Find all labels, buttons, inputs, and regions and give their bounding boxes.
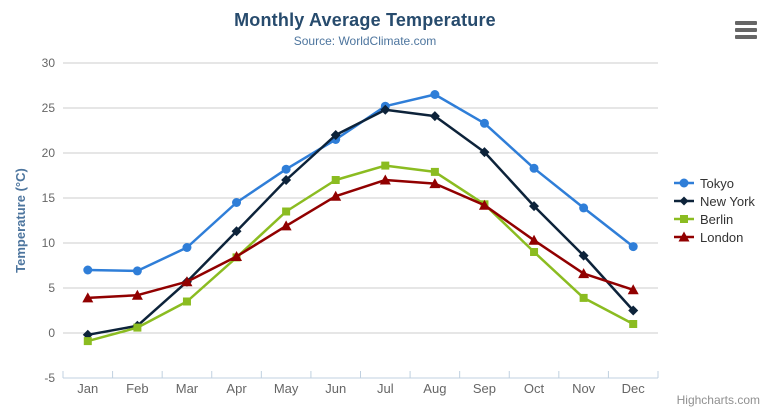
legend-label: Berlin xyxy=(700,211,734,227)
series-berlin-point-marker[interactable] xyxy=(629,320,638,328)
series-tokyo-point-marker[interactable] xyxy=(182,243,192,252)
x-axis-label: May xyxy=(274,381,299,396)
y-axis-label: -5 xyxy=(44,371,55,385)
series-new-york-point-marker[interactable] xyxy=(330,130,341,140)
series-london-point-marker[interactable] xyxy=(478,199,490,210)
x-axis-label: Jan xyxy=(77,381,98,396)
x-axis-label: Jun xyxy=(325,381,346,396)
series-london-point-marker[interactable] xyxy=(280,220,292,231)
hamburger-bar xyxy=(735,35,757,39)
y-axis-label: 25 xyxy=(42,101,56,115)
series-london-point-marker[interactable] xyxy=(578,268,590,279)
legend-label: Tokyo xyxy=(700,175,734,191)
series-berlin-line[interactable] xyxy=(86,164,635,343)
series-london-point-marker[interactable] xyxy=(627,284,639,295)
legend-marker-circle-icon xyxy=(674,178,694,188)
legend-item-tokyo[interactable]: Tokyo xyxy=(674,174,755,192)
series-tokyo-line[interactable] xyxy=(86,93,635,273)
x-axis-label: Jul xyxy=(377,381,394,396)
series-berlin-point-marker[interactable] xyxy=(182,297,191,306)
x-axis-label: Apr xyxy=(226,381,247,396)
series-london-point-marker[interactable] xyxy=(82,292,94,303)
series-new-york-line[interactable] xyxy=(86,108,635,337)
legend-label: London xyxy=(700,229,744,245)
y-axis-title: Temperature (°C) xyxy=(13,168,28,273)
x-axis-label: Aug xyxy=(423,381,446,396)
export-menu-icon[interactable] xyxy=(735,21,757,39)
legend: Tokyo New York Berlin London xyxy=(674,174,755,246)
series-berlin-point-marker[interactable] xyxy=(133,323,142,332)
legend-item-berlin[interactable]: Berlin xyxy=(674,210,755,228)
series-london-point-marker[interactable] xyxy=(131,289,143,300)
chart-subtitle: Source: WorldClimate.com xyxy=(293,34,437,48)
chart-title: Monthly Average Temperature xyxy=(234,10,496,30)
legend-marker-diamond-icon xyxy=(674,196,694,206)
series-new-york-point-marker[interactable] xyxy=(281,175,292,185)
x-axis-label: Oct xyxy=(524,381,545,396)
series-new-york-point-marker[interactable] xyxy=(231,226,242,237)
series-tokyo-point-marker[interactable] xyxy=(579,203,589,213)
series-london-point-marker[interactable] xyxy=(379,174,391,185)
y-axis-label: 30 xyxy=(42,56,56,70)
legend-item-london[interactable]: London xyxy=(674,228,755,246)
highcharts-credit-link[interactable]: Highcharts.com xyxy=(676,393,760,407)
series-london-point-marker[interactable] xyxy=(181,276,193,287)
y-axis-label: 15 xyxy=(42,191,56,205)
legend-marker-triangle-icon xyxy=(674,231,694,242)
hamburger-bar xyxy=(735,28,757,32)
series-london-point-marker[interactable] xyxy=(231,251,243,261)
legend-label: New York xyxy=(700,193,755,209)
series-london-line[interactable] xyxy=(86,178,635,300)
series-berlin-point-marker[interactable] xyxy=(331,176,340,184)
series-london-point-marker[interactable] xyxy=(429,178,441,189)
series-london-point-marker[interactable] xyxy=(330,190,342,201)
series-new-york-point-marker[interactable] xyxy=(479,147,490,158)
series-london-point-marker[interactable] xyxy=(528,234,540,245)
series-tokyo-point-marker[interactable] xyxy=(232,198,242,207)
y-axis-label: 10 xyxy=(42,236,56,250)
y-axis-label: 0 xyxy=(48,326,55,340)
series-tokyo-point-marker[interactable] xyxy=(83,265,93,275)
series-tokyo-point-marker[interactable] xyxy=(430,90,440,99)
series-new-york-point-marker[interactable] xyxy=(578,250,589,261)
x-axis-label: Dec xyxy=(622,381,646,396)
x-axis-label: Sep xyxy=(473,381,496,396)
x-axis-label: Feb xyxy=(126,381,148,396)
series-tokyo-point-marker[interactable] xyxy=(132,266,142,276)
series-new-york-point-marker[interactable] xyxy=(529,201,540,212)
legend-marker-square-icon xyxy=(674,215,694,223)
hamburger-bar xyxy=(735,21,757,25)
legend-item-new-york[interactable]: New York xyxy=(674,192,755,210)
series-berlin-point-marker[interactable] xyxy=(579,293,588,302)
series-berlin-point-marker[interactable] xyxy=(530,248,539,256)
series-berlin-point-marker[interactable] xyxy=(282,207,291,216)
x-axis-label: Nov xyxy=(572,381,596,396)
series-berlin-point-marker[interactable] xyxy=(381,161,390,170)
series-berlin-point-marker[interactable] xyxy=(430,167,439,176)
x-axis-label: Mar xyxy=(176,381,199,396)
y-axis-label: 5 xyxy=(48,281,55,295)
series-new-york-point-marker[interactable] xyxy=(429,111,440,122)
series-tokyo-point-marker[interactable] xyxy=(628,242,638,252)
series-tokyo-point-marker[interactable] xyxy=(479,118,489,128)
y-axis-label: 20 xyxy=(42,146,56,160)
series-new-york-point-marker[interactable] xyxy=(380,104,391,115)
series-tokyo-point-marker[interactable] xyxy=(529,163,539,173)
series-berlin-point-marker[interactable] xyxy=(83,337,92,346)
series-tokyo-point-marker[interactable] xyxy=(281,164,291,174)
series-new-york-point-marker[interactable] xyxy=(628,305,639,316)
